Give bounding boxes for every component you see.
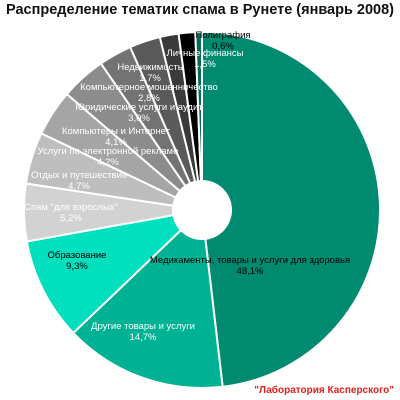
slice-label: Личные финансы <box>167 48 244 59</box>
pie-center-hole <box>172 180 232 240</box>
slice-value-label: 2,8% <box>138 93 160 104</box>
slice-value-label: 0,6% <box>212 41 234 52</box>
slice-label: Спам "для взрослых" <box>24 202 118 213</box>
slice-label: Образование <box>48 250 107 261</box>
slice-value-label: 9,3% <box>66 261 88 272</box>
slice-label: Медикаменты, товары и услуги для здоровь… <box>150 255 350 266</box>
slice-value-label: 48,1% <box>237 266 264 277</box>
pie-slice <box>71 207 224 389</box>
slice-label: Услуги по электронной рекламе <box>38 146 179 157</box>
pie-slice <box>25 208 206 335</box>
slice-value-label: 4,1% <box>105 137 127 148</box>
slice-value-label: 5,2% <box>60 213 82 224</box>
slice-value-label: 14,7% <box>130 332 157 343</box>
pie-slice <box>201 30 381 388</box>
slice-value-label: 4,7% <box>68 181 90 192</box>
slice-value-label: 1,7% <box>139 73 161 84</box>
slice-value-label: 1,5% <box>194 59 216 70</box>
pie-slice <box>194 30 203 211</box>
source-label: "Лаборатория Касперского" <box>254 385 394 396</box>
slice-label: Юридические услуги и аудит <box>75 102 203 113</box>
slice-label: Компьютерное мошенничество <box>80 82 218 93</box>
slice-label: Отдых и путешествия <box>31 170 127 181</box>
slice-label: Другие товары и услуги <box>91 321 195 332</box>
slice-label: Компьютеры и Интернет <box>62 126 171 137</box>
slice-value-label: 4,2% <box>97 157 119 168</box>
slice-label: Полиграфия <box>195 30 250 41</box>
chart-title: Распределение тематик спама в Рунете (ян… <box>5 2 395 18</box>
slice-label: Недвижимость <box>117 62 182 73</box>
slice-value-label: 3,0% <box>128 113 150 124</box>
